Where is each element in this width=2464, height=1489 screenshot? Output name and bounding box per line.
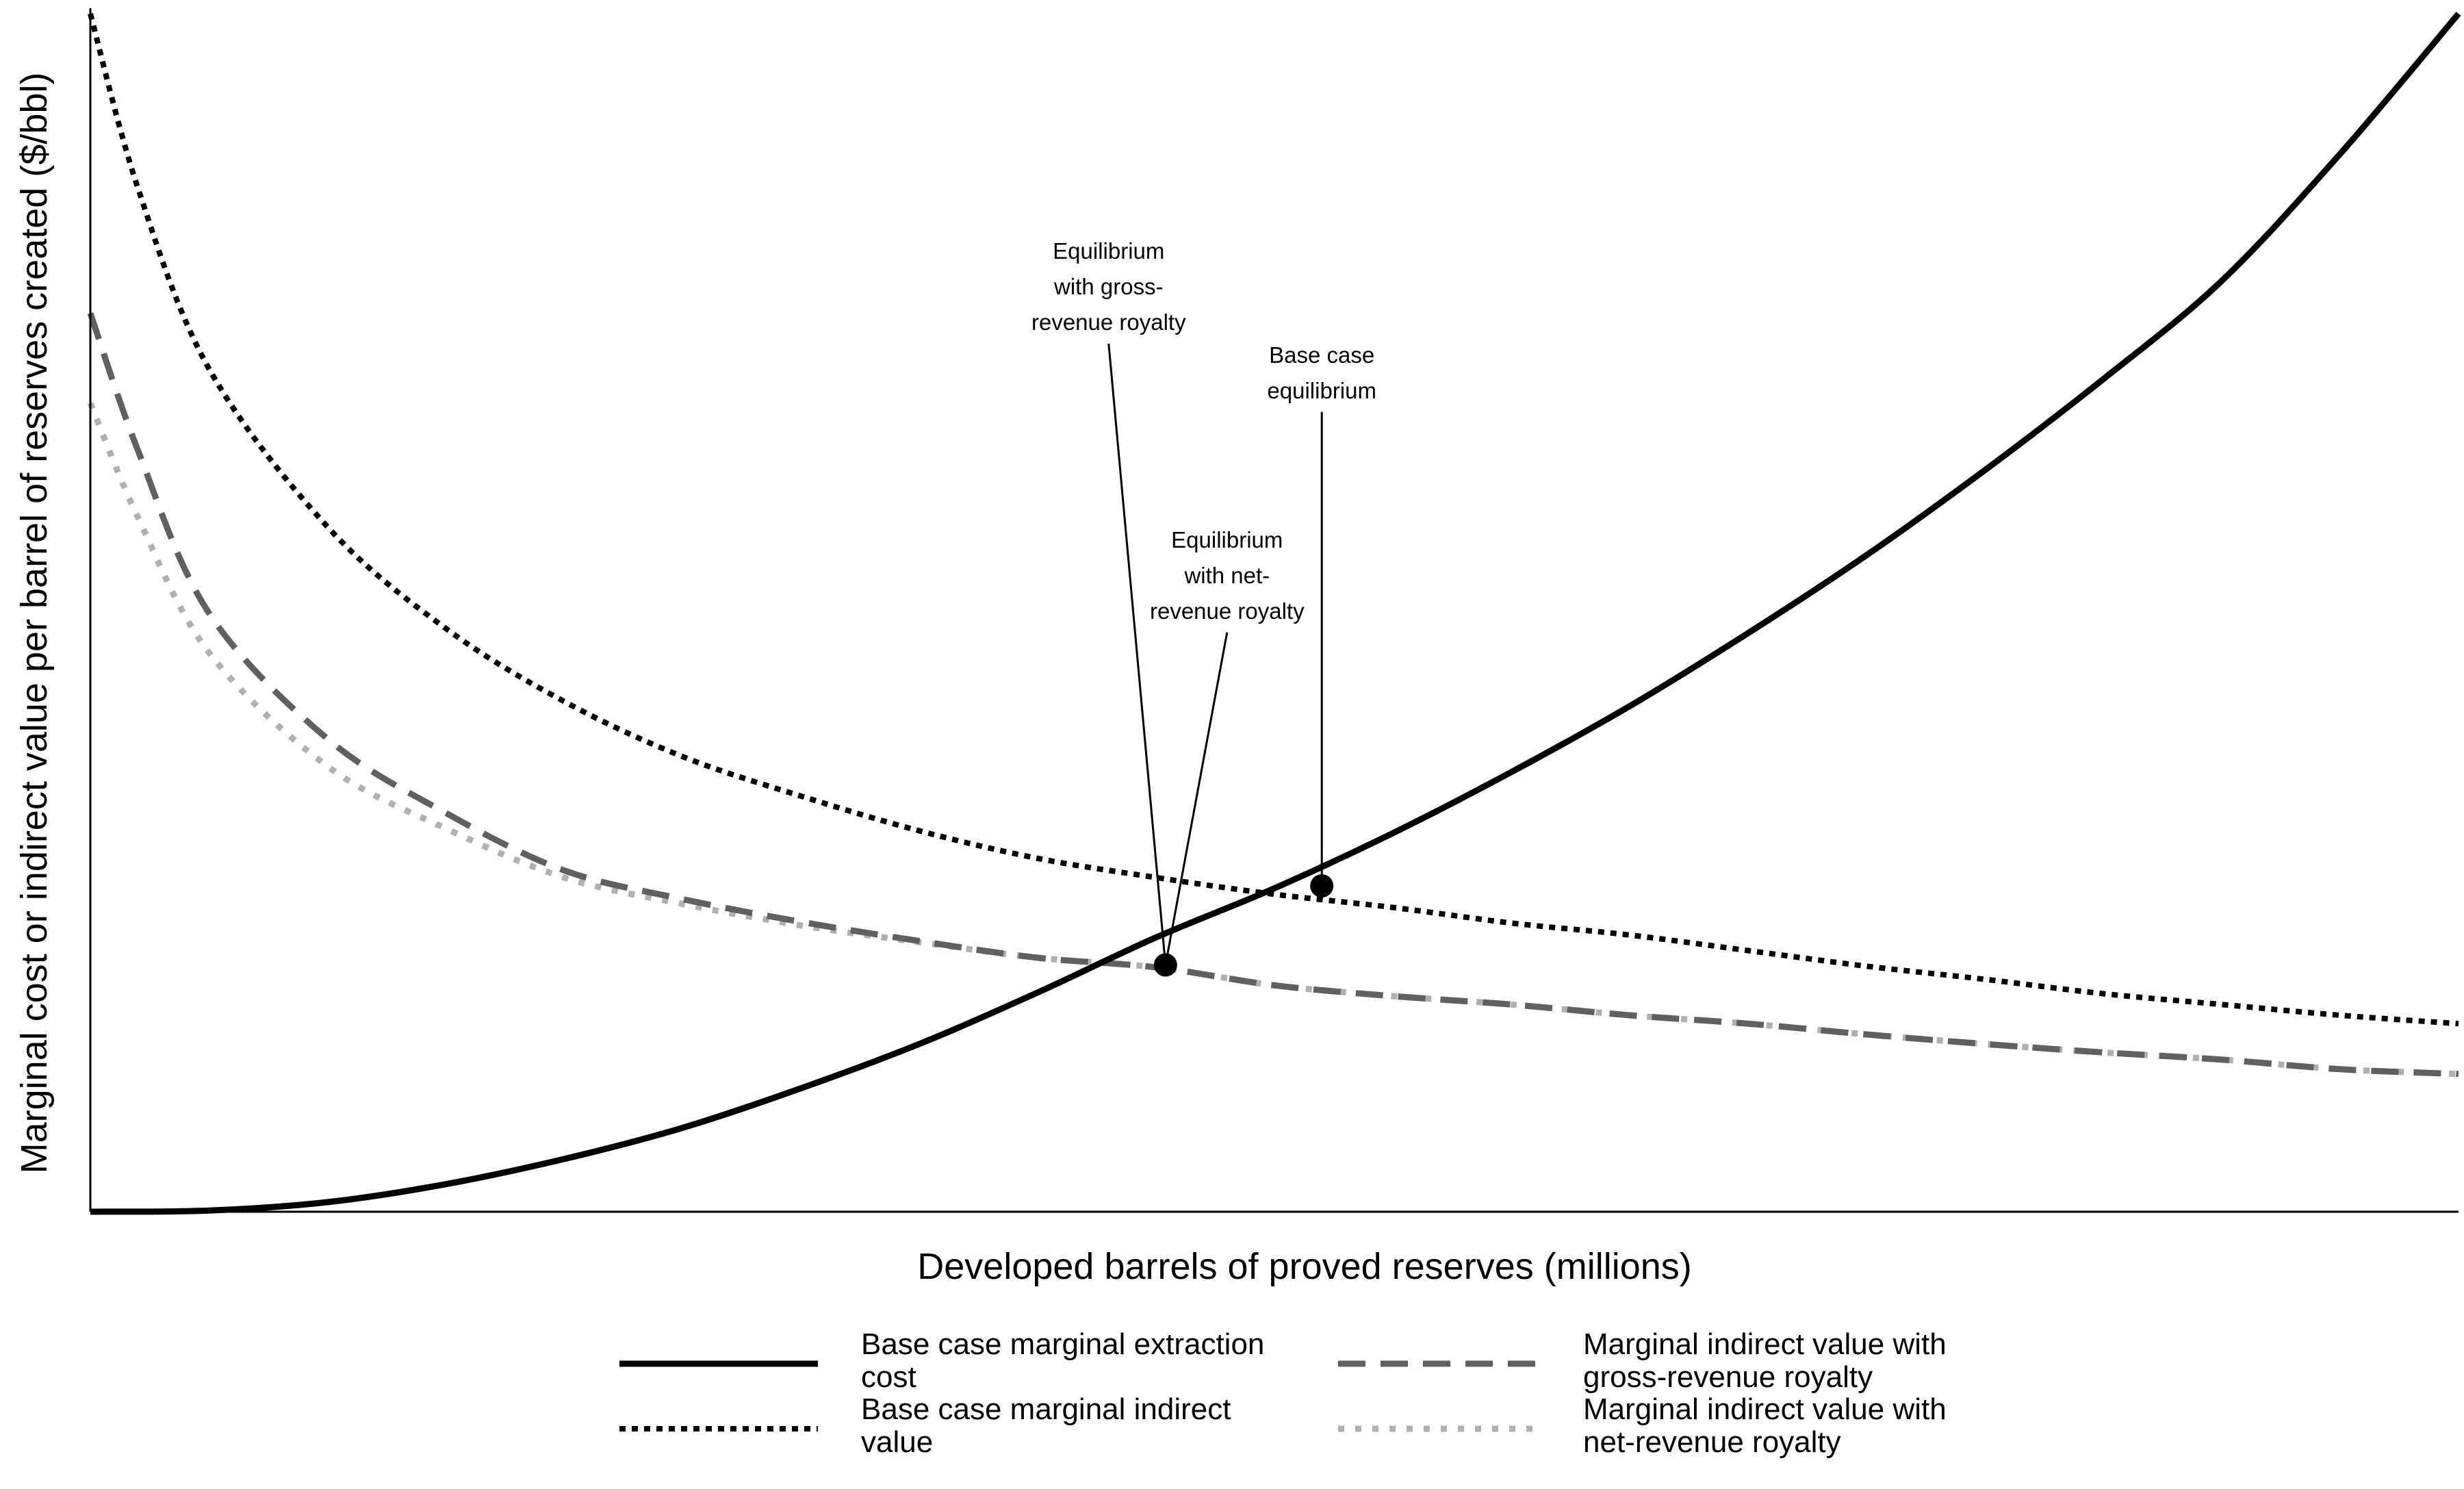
annotation-line: with gross- <box>1053 274 1164 299</box>
annotation-line: Equilibrium <box>1053 238 1164 264</box>
legend-entry-marginal-indirect-value-with-net-revenue-royalty: Marginal indirect value with net-revenue … <box>1583 1392 1947 1459</box>
legend-entry-base-case-marginal-indirect-value: Base case marginal indirect value <box>861 1392 1231 1459</box>
legend-text-line: cost <box>861 1360 916 1394</box>
series-line-marginal-indirect-value-with-gross-revenue-royalty <box>87 312 2459 1078</box>
annotation-labels: Equilibrium with gross-revenue royalty Bas… <box>1031 238 1376 624</box>
equilibrium-points <box>1153 874 1334 977</box>
annotation-line: revenue royalty <box>1150 598 1305 624</box>
point-equilibrium-with-royalty <box>1153 953 1177 977</box>
x-axis-label: Developed barrels of proved reserves (mi… <box>917 1246 1691 1287</box>
annotation-label-1: Equilibrium with gross-revenue royalty <box>1031 238 1186 335</box>
series-line-base-case-marginal-extraction-cost <box>90 12 2461 1215</box>
annotation-line: equilibrium <box>1267 378 1376 403</box>
legend-text-line: Marginal indirect value with <box>1583 1327 1947 1361</box>
series-line-base-case-marginal-indirect-value <box>88 12 2459 1027</box>
y-axis-label: Marginal cost or indirect value per barr… <box>14 73 55 1174</box>
legend-text-line: net-revenue royalty <box>1583 1425 1841 1459</box>
legend-entry-base-case-marginal-extraction-cost: Base case marginal extraction cost <box>861 1327 1264 1394</box>
plot-area: Equilibrium with gross-revenue royalty Bas… <box>87 8 2461 1215</box>
annotation-line: Equilibrium <box>1171 527 1283 552</box>
legend-text-line: gross-revenue royalty <box>1583 1360 1873 1394</box>
legend-text-line: Marginal indirect value with <box>1583 1392 1947 1426</box>
legend-entry-marginal-indirect-value-with-gross-revenue-royalty: Marginal indirect value with gross-revenu… <box>1583 1327 1947 1394</box>
legend-text-line: Base case marginal indirect <box>861 1392 1231 1426</box>
annotation-line: revenue royalty <box>1031 309 1186 335</box>
series-line-marginal-indirect-value-with-net-revenue-royalty <box>87 402 2459 1078</box>
legend-text-line: value <box>861 1425 933 1459</box>
annotation-line: Base case <box>1269 342 1374 368</box>
annotation-leaders <box>1107 343 1323 965</box>
annotation-leader-3 <box>1164 632 1229 965</box>
annotation-line: with net- <box>1183 563 1270 588</box>
annotation-leader-1 <box>1107 343 1167 965</box>
annotation-label-2: Base case equilibrium <box>1267 342 1376 403</box>
series-layer <box>87 12 2461 1215</box>
point-base-case-equilibrium <box>1310 874 1334 898</box>
annotation-label-3: Equilibrium with net-revenue royalty <box>1150 527 1305 624</box>
legend-text-line: Base case marginal extraction <box>861 1327 1264 1361</box>
